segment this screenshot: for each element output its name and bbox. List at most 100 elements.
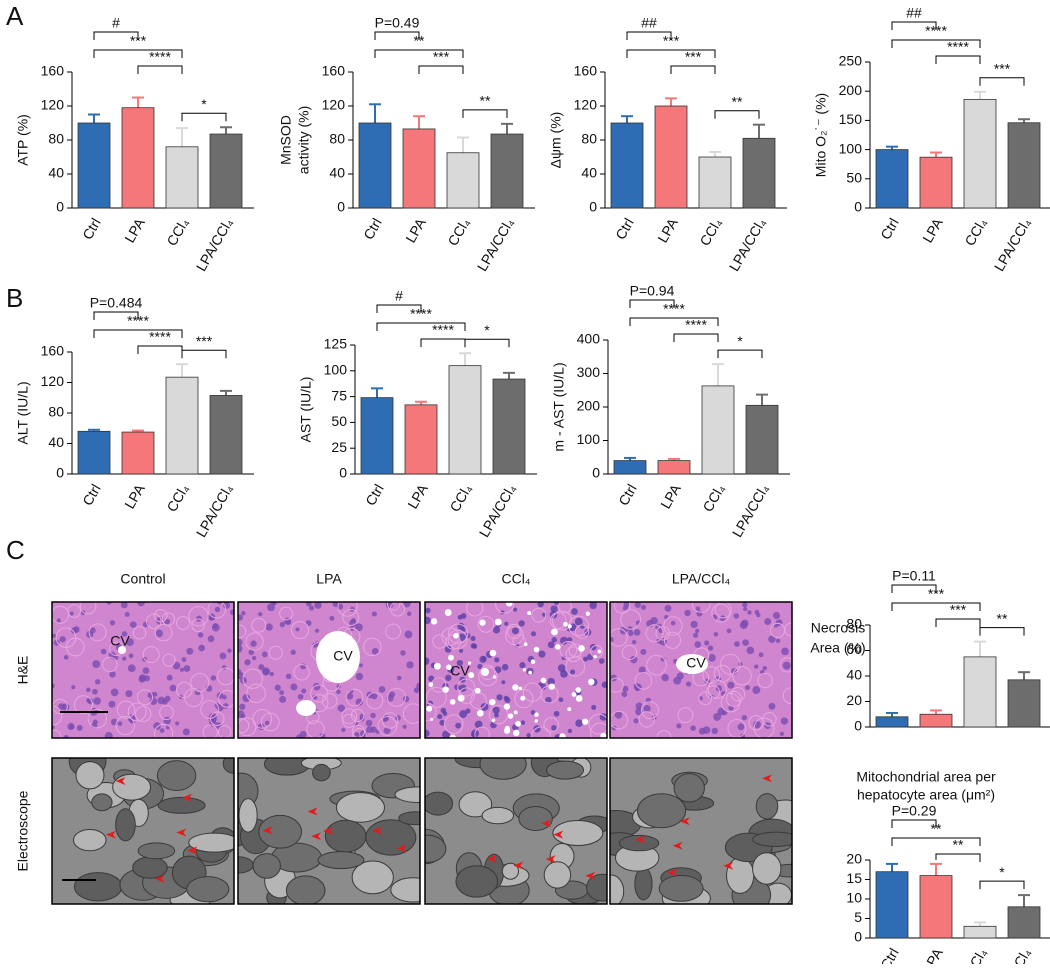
cell: [337, 602, 358, 617]
nucleus: [274, 684, 281, 691]
vacuole: [528, 670, 533, 675]
significance-label: **: [732, 93, 743, 109]
micrograph: [238, 758, 420, 904]
nucleus: [775, 638, 781, 643]
cell: [345, 688, 364, 707]
cell: [115, 715, 135, 736]
organelle: [552, 820, 604, 847]
nucleus: [690, 620, 698, 629]
nucleus: [416, 682, 420, 690]
nucleus: [758, 652, 764, 658]
significance-label: ***: [130, 33, 147, 49]
significance-label: #: [395, 288, 403, 304]
vacuole: [582, 718, 589, 725]
cell: [350, 708, 365, 723]
nucleus: [494, 712, 499, 718]
nucleus: [125, 690, 133, 698]
bar: [490, 133, 524, 209]
nucleus: [501, 680, 506, 685]
cell: [386, 602, 401, 611]
significance-bracket: [93, 31, 139, 40]
x-tick-label: LPA/CCl₄: [193, 215, 236, 274]
nucleus: [492, 706, 500, 714]
y-tick-label: 120: [41, 373, 65, 389]
significance-label: ##: [906, 5, 922, 21]
cell: [191, 618, 205, 633]
nucleus: [153, 722, 161, 730]
nucleus: [425, 657, 430, 665]
nucleus: [108, 700, 116, 708]
vacuole: [503, 727, 511, 734]
significance-label: P=0.11: [892, 568, 936, 584]
nucleus: [459, 710, 468, 718]
nucleus: [455, 722, 462, 729]
bar: [875, 871, 909, 939]
y-axis-label: Mito O₂˙⁻ (%): [813, 93, 829, 177]
arrowhead: [553, 830, 564, 839]
cell: [443, 714, 464, 734]
bar: [919, 875, 953, 939]
cell: [67, 604, 82, 618]
nucleus: [402, 724, 407, 729]
y-axis-label: Area (%): [810, 640, 865, 656]
nucleus: [290, 683, 298, 691]
significance-bracket: [714, 110, 760, 119]
y-tick-label: 20: [846, 692, 862, 708]
nucleus: [481, 656, 487, 661]
y-tick-label: 5: [854, 909, 862, 925]
cell: [268, 645, 283, 660]
nucleus: [210, 675, 217, 681]
nucleus: [371, 648, 379, 655]
vacuole: [527, 611, 532, 615]
significance-bracket: [673, 333, 719, 342]
cell: [245, 632, 264, 651]
significance-bracket: [181, 112, 227, 122]
vacuole: [442, 686, 449, 693]
nucleus: [269, 671, 274, 677]
organelle: [394, 786, 420, 803]
y-tick-label: 15: [846, 870, 862, 886]
cell: [613, 602, 631, 614]
nucleus: [571, 608, 578, 615]
vacuole: [575, 687, 582, 693]
nucleus: [494, 657, 500, 663]
nucleus: [95, 679, 101, 685]
nucleus: [437, 713, 443, 720]
nucleus: [400, 650, 406, 656]
nucleus: [670, 620, 676, 626]
organelle: [72, 828, 107, 852]
nucleus: [551, 637, 557, 643]
nucleus: [630, 655, 638, 664]
organelle: [157, 796, 206, 814]
vacuole: [523, 642, 528, 647]
nucleus: [355, 672, 364, 681]
nucleus: [76, 724, 83, 731]
nucleus: [474, 720, 483, 729]
cell: [306, 720, 325, 738]
organelle: [351, 860, 394, 895]
cell: [238, 718, 250, 734]
nucleus: [781, 647, 789, 656]
cell: [488, 704, 509, 725]
x-tick-label: CCl₄: [163, 481, 192, 514]
nucleus: [396, 675, 402, 681]
cell: [663, 616, 683, 636]
nucleus: [248, 649, 255, 656]
x-tick-label: LPA: [919, 215, 946, 246]
micrograph-frame: [424, 601, 608, 739]
arrowhead: [486, 854, 497, 863]
nucleus: [764, 618, 772, 625]
arrowhead: [667, 868, 678, 877]
nucleus: [638, 666, 646, 674]
nucleus: [258, 664, 265, 671]
significance-bracket: [626, 49, 716, 58]
vacuole: [449, 734, 456, 738]
cell: [238, 624, 247, 638]
nucleus: [370, 712, 376, 719]
significance-bracket: [181, 349, 227, 359]
column-title: Control: [120, 571, 165, 587]
cell: [753, 717, 775, 738]
nucleus: [56, 618, 61, 623]
nucleus: [198, 644, 205, 652]
nucleus: [567, 728, 573, 734]
